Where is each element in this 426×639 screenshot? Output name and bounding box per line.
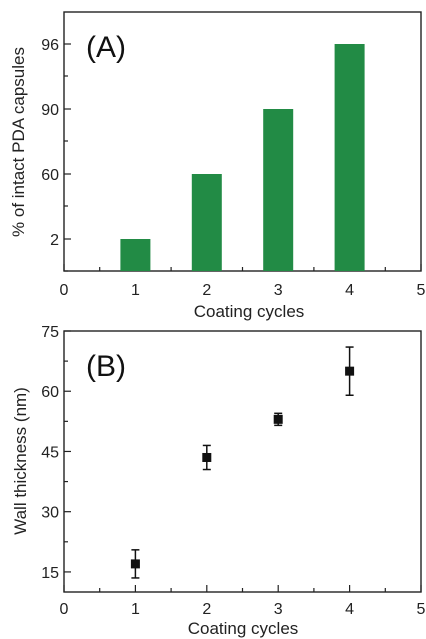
panel-b-y-tick-label: 60 (41, 384, 59, 401)
panel-b-x-tick-label: 4 (345, 601, 354, 618)
panel-a-bar (263, 109, 294, 271)
panel-b-y-axis-label: Wall thickness (nm) (11, 387, 30, 535)
panel-b-y-tick-label: 75 (41, 324, 59, 341)
panel-b-y-tick-label: 45 (41, 444, 59, 461)
panel-a-x-tick-label: 1 (131, 282, 140, 299)
panel-a-x-tick-label: 4 (345, 282, 354, 299)
panel-b-point (273, 414, 283, 424)
panel-b-x-axis-label: Coating cycles (188, 619, 299, 638)
panel-a-y-axis-label: % of intact PDA capsules (9, 47, 28, 237)
panel-a-x-axis-label: Coating cycles (194, 302, 305, 321)
panel-b-label: (B) (86, 350, 126, 383)
panel-b-x-tick-label: 1 (131, 601, 140, 618)
panel-a-x-tick-label: 0 (60, 282, 69, 299)
panel-b-y-tick-label: 30 (41, 505, 59, 522)
panel-a-bars (120, 44, 365, 271)
panel-a-bar (334, 44, 365, 271)
panel-b-x-tick-label: 2 (202, 601, 211, 618)
panel-a-y-tick-label: 96 (41, 37, 59, 54)
panel-b-y-ticks: 15 30 45 60 75 (41, 324, 71, 582)
panel-a-x-tick-label: 3 (274, 282, 283, 299)
panel-a: 2 60 90 96 0 1 2 3 4 5 (A) Coating cycles % of i… (9, 11, 426, 321)
panel-b-points (130, 346, 355, 579)
panel-b-x-tick-label: 3 (274, 601, 283, 618)
panel-b-x-tick-label: 5 (417, 601, 426, 618)
panel-a-label: (A) (86, 31, 126, 64)
panel-a-x-ticks: 0 1 2 3 4 5 (60, 264, 426, 299)
panel-a-x-tick-label: 5 (417, 282, 426, 299)
panel-a-y-tick-label: 60 (41, 167, 59, 184)
panel-b-y-tick-label: 15 (41, 565, 59, 582)
panel-b-x-ticks: 0 1 2 3 4 5 (60, 585, 426, 618)
panel-a-x-tick-label: 2 (202, 282, 211, 299)
panel-a-y-tick-label: 90 (41, 102, 59, 119)
panel-b-point (345, 366, 355, 376)
panel-a-bar (120, 239, 151, 271)
panel-a-y-tick-label: 2 (50, 232, 59, 249)
panel-b-point (202, 452, 212, 462)
panel-a-y-ticks: 2 60 90 96 (41, 37, 71, 272)
panel-a-bar (191, 174, 222, 271)
panel-b-point (130, 559, 140, 569)
panel-b-x-tick-label: 0 (60, 601, 69, 618)
